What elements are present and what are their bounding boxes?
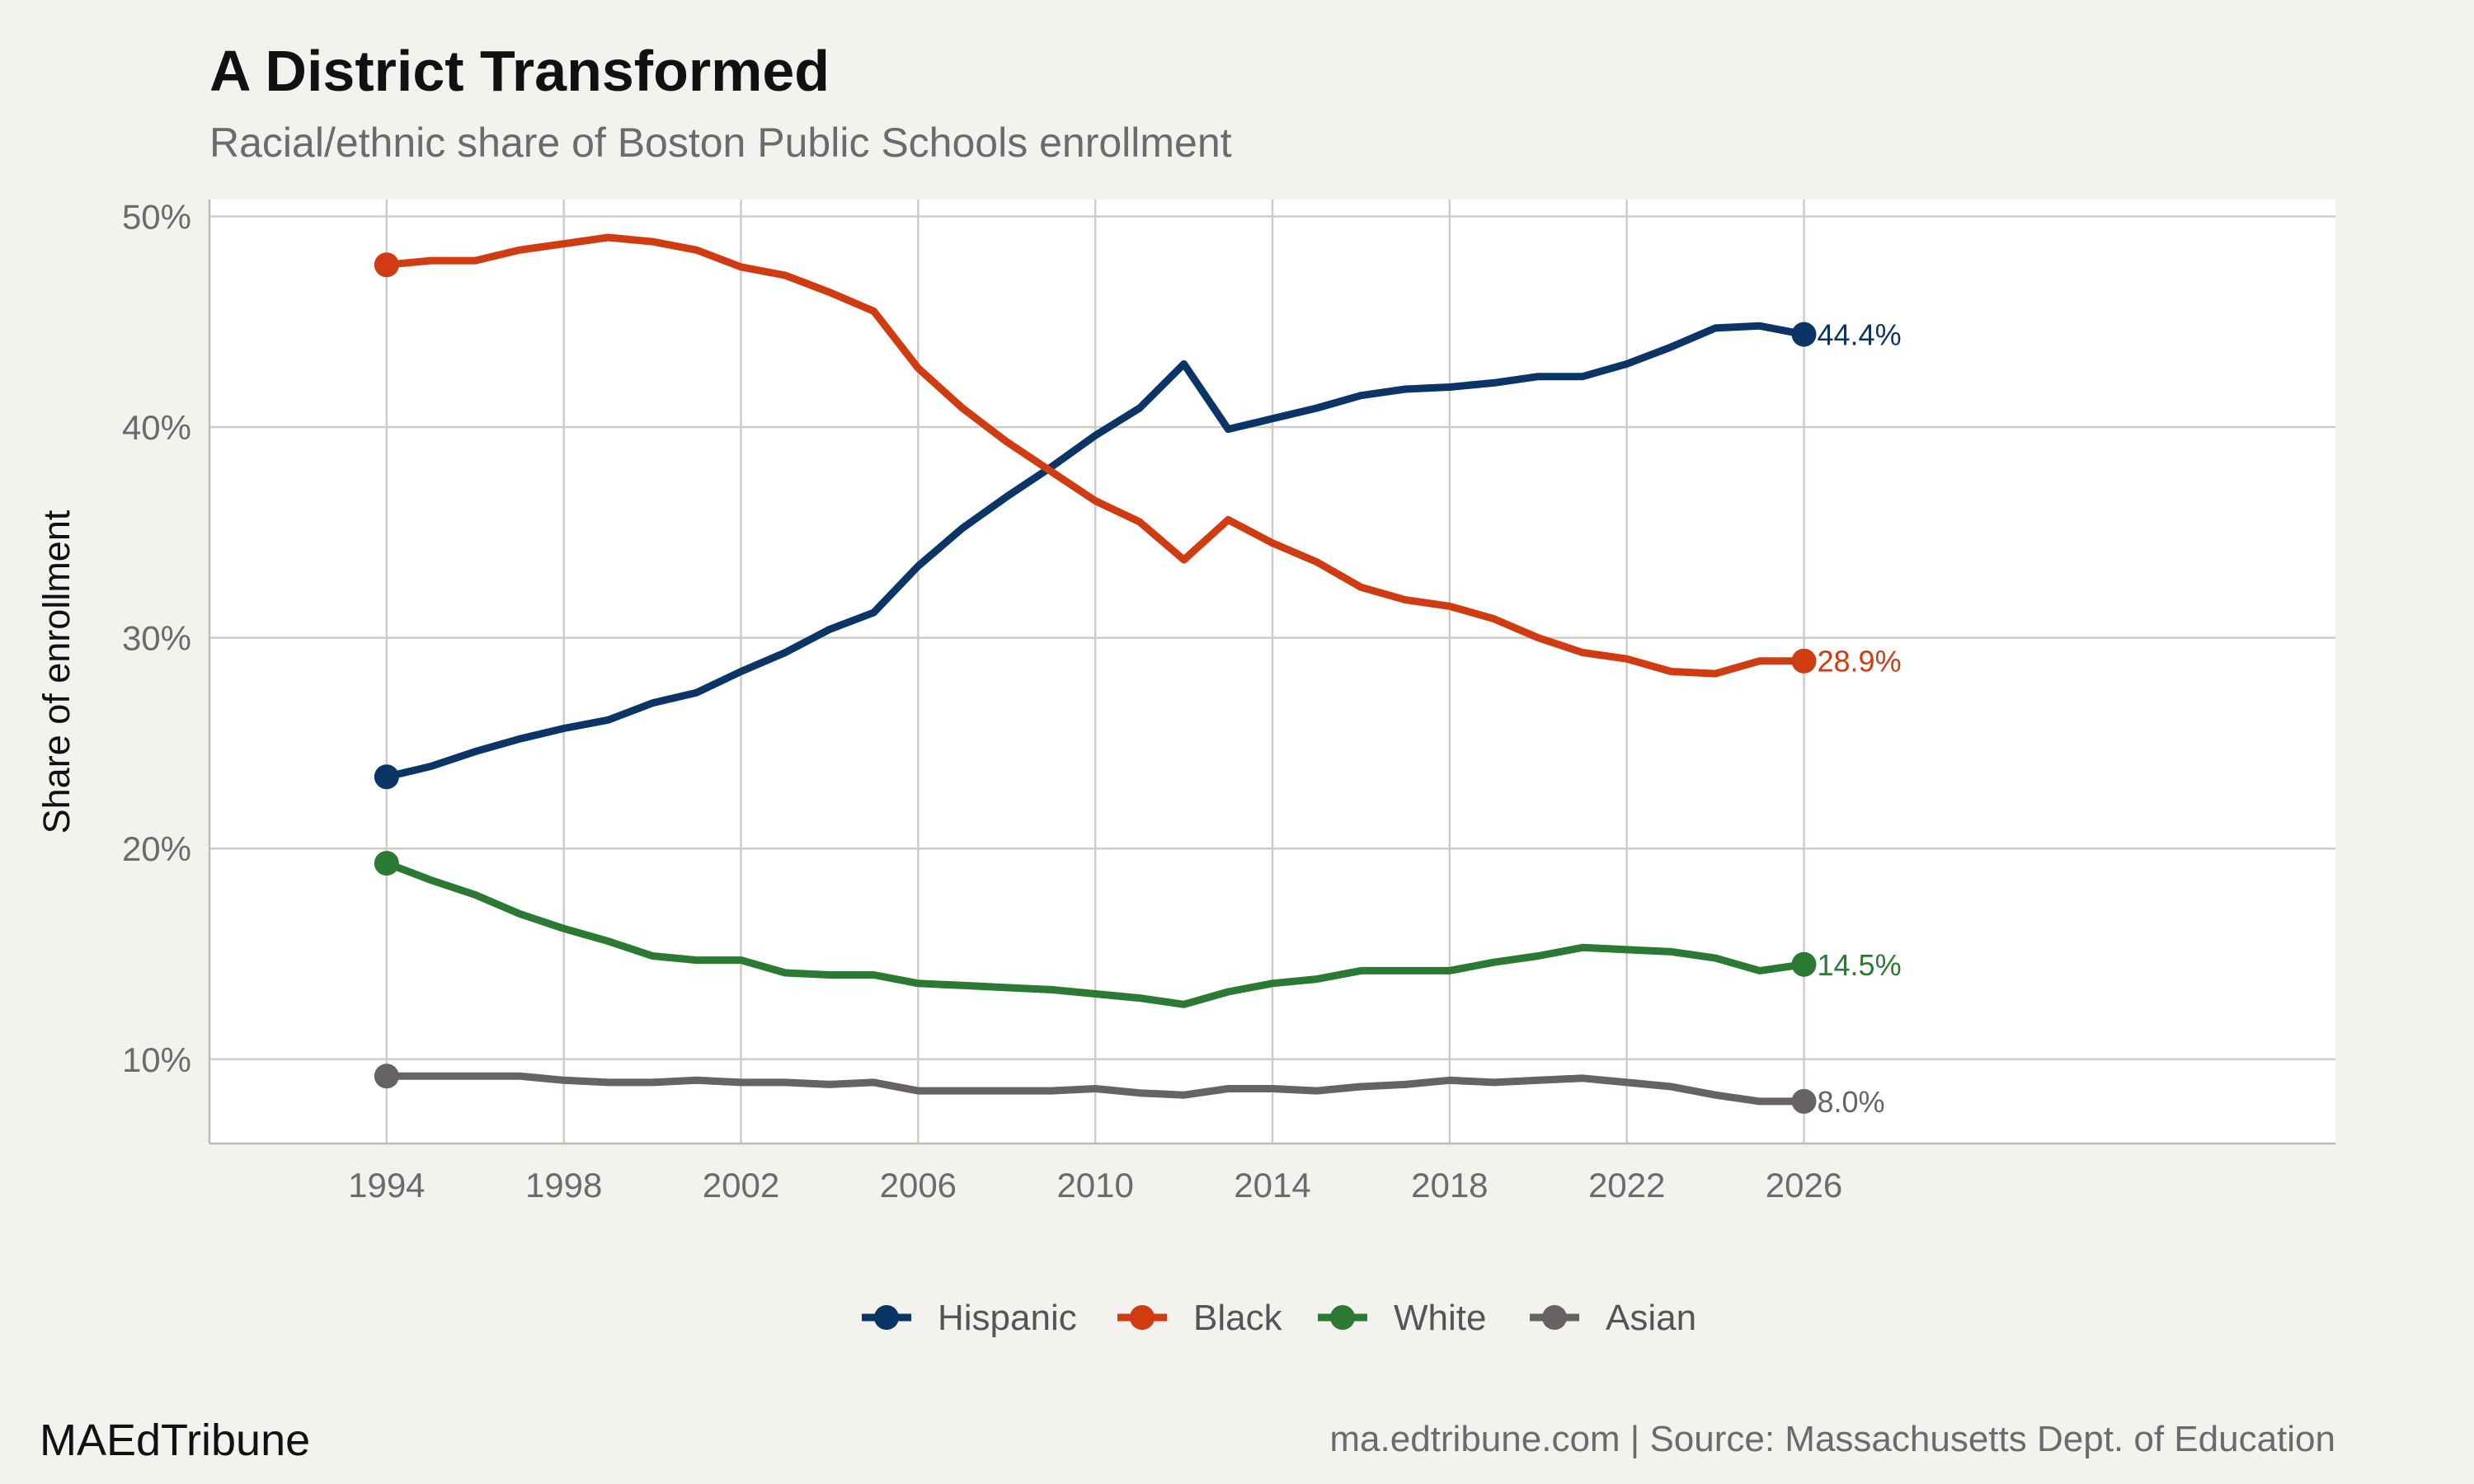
chart-title: A District Transformed [209,39,830,103]
series-line-asian [383,1072,1808,1106]
x-tick-label: 1998 [525,1166,602,1205]
y-tick-label: 50% [122,197,191,236]
legend-label: Hispanic [938,1298,1077,1338]
x-tick-label: 2014 [1234,1166,1310,1205]
legend-label: Black [1193,1298,1283,1338]
legend-swatch-marker [874,1305,899,1330]
start-marker-white [374,851,399,876]
end-marker-white [1791,951,1817,977]
legend-item-black: Black [1117,1298,1283,1338]
start-marker-black [374,252,399,278]
legend-label: Asian [1606,1298,1696,1338]
legend-swatch-marker [1130,1305,1155,1330]
x-tick-labels: 1994 1998 2002 2006 2010 2014 2018 2022 2026 [348,1166,1842,1205]
end-label-black: 28.9% [1818,645,1902,679]
y-tick-label: 10% [122,1040,191,1079]
end-label-white: 14.5% [1818,948,1902,982]
x-tick-label: 2002 [703,1166,779,1205]
x-tick-label: 2026 [1766,1166,1842,1205]
end-marker-black [1791,648,1817,674]
series-line-hispanic [383,322,1808,781]
x-tick-label: 2018 [1411,1166,1488,1205]
start-marker-asian [374,1064,399,1089]
source-note: ma.edtribune.com | Source: Massachusetts… [1329,1419,2335,1459]
brand-label: MAEdTribune [40,1416,310,1465]
x-tick-label: 2010 [1056,1166,1133,1205]
x-tick-label: 1994 [348,1166,425,1205]
y-tick-label: 30% [122,619,191,658]
end-marker-asian [1791,1088,1817,1114]
chart-subtitle: Racial/ethnic share of Boston Public Sch… [209,120,1232,166]
legend-label: White [1394,1298,1486,1338]
y-tick-label: 40% [122,408,191,447]
end-label-asian: 8.0% [1818,1085,1885,1119]
legend-item-white: White [1318,1298,1486,1338]
series-line-white [383,859,1808,1008]
legend-item-hispanic: Hispanic [862,1298,1077,1338]
legend-item-asian: Asian [1530,1298,1696,1338]
legend-swatch-marker [1542,1305,1567,1330]
series-markers [374,252,1817,1114]
legend: Hispanic Black White Asian [862,1298,1696,1338]
legend-swatch-marker [1330,1305,1355,1330]
x-tick-label: 2022 [1588,1166,1665,1205]
series-line-black [383,233,1808,678]
end-label-hispanic: 44.4% [1818,318,1902,352]
x-tick-label: 2006 [880,1166,957,1205]
end-labels: 44.4% 28.9% 14.5% 8.0% [1818,318,1902,1119]
y-tick-labels: 10% 20% 30% 40% 50% [122,197,191,1078]
end-marker-hispanic [1791,322,1817,347]
series-lines [383,233,1808,1106]
y-axis-title: Share of enrollment [35,510,78,834]
start-marker-hispanic [374,764,399,790]
y-tick-label: 20% [122,829,191,868]
